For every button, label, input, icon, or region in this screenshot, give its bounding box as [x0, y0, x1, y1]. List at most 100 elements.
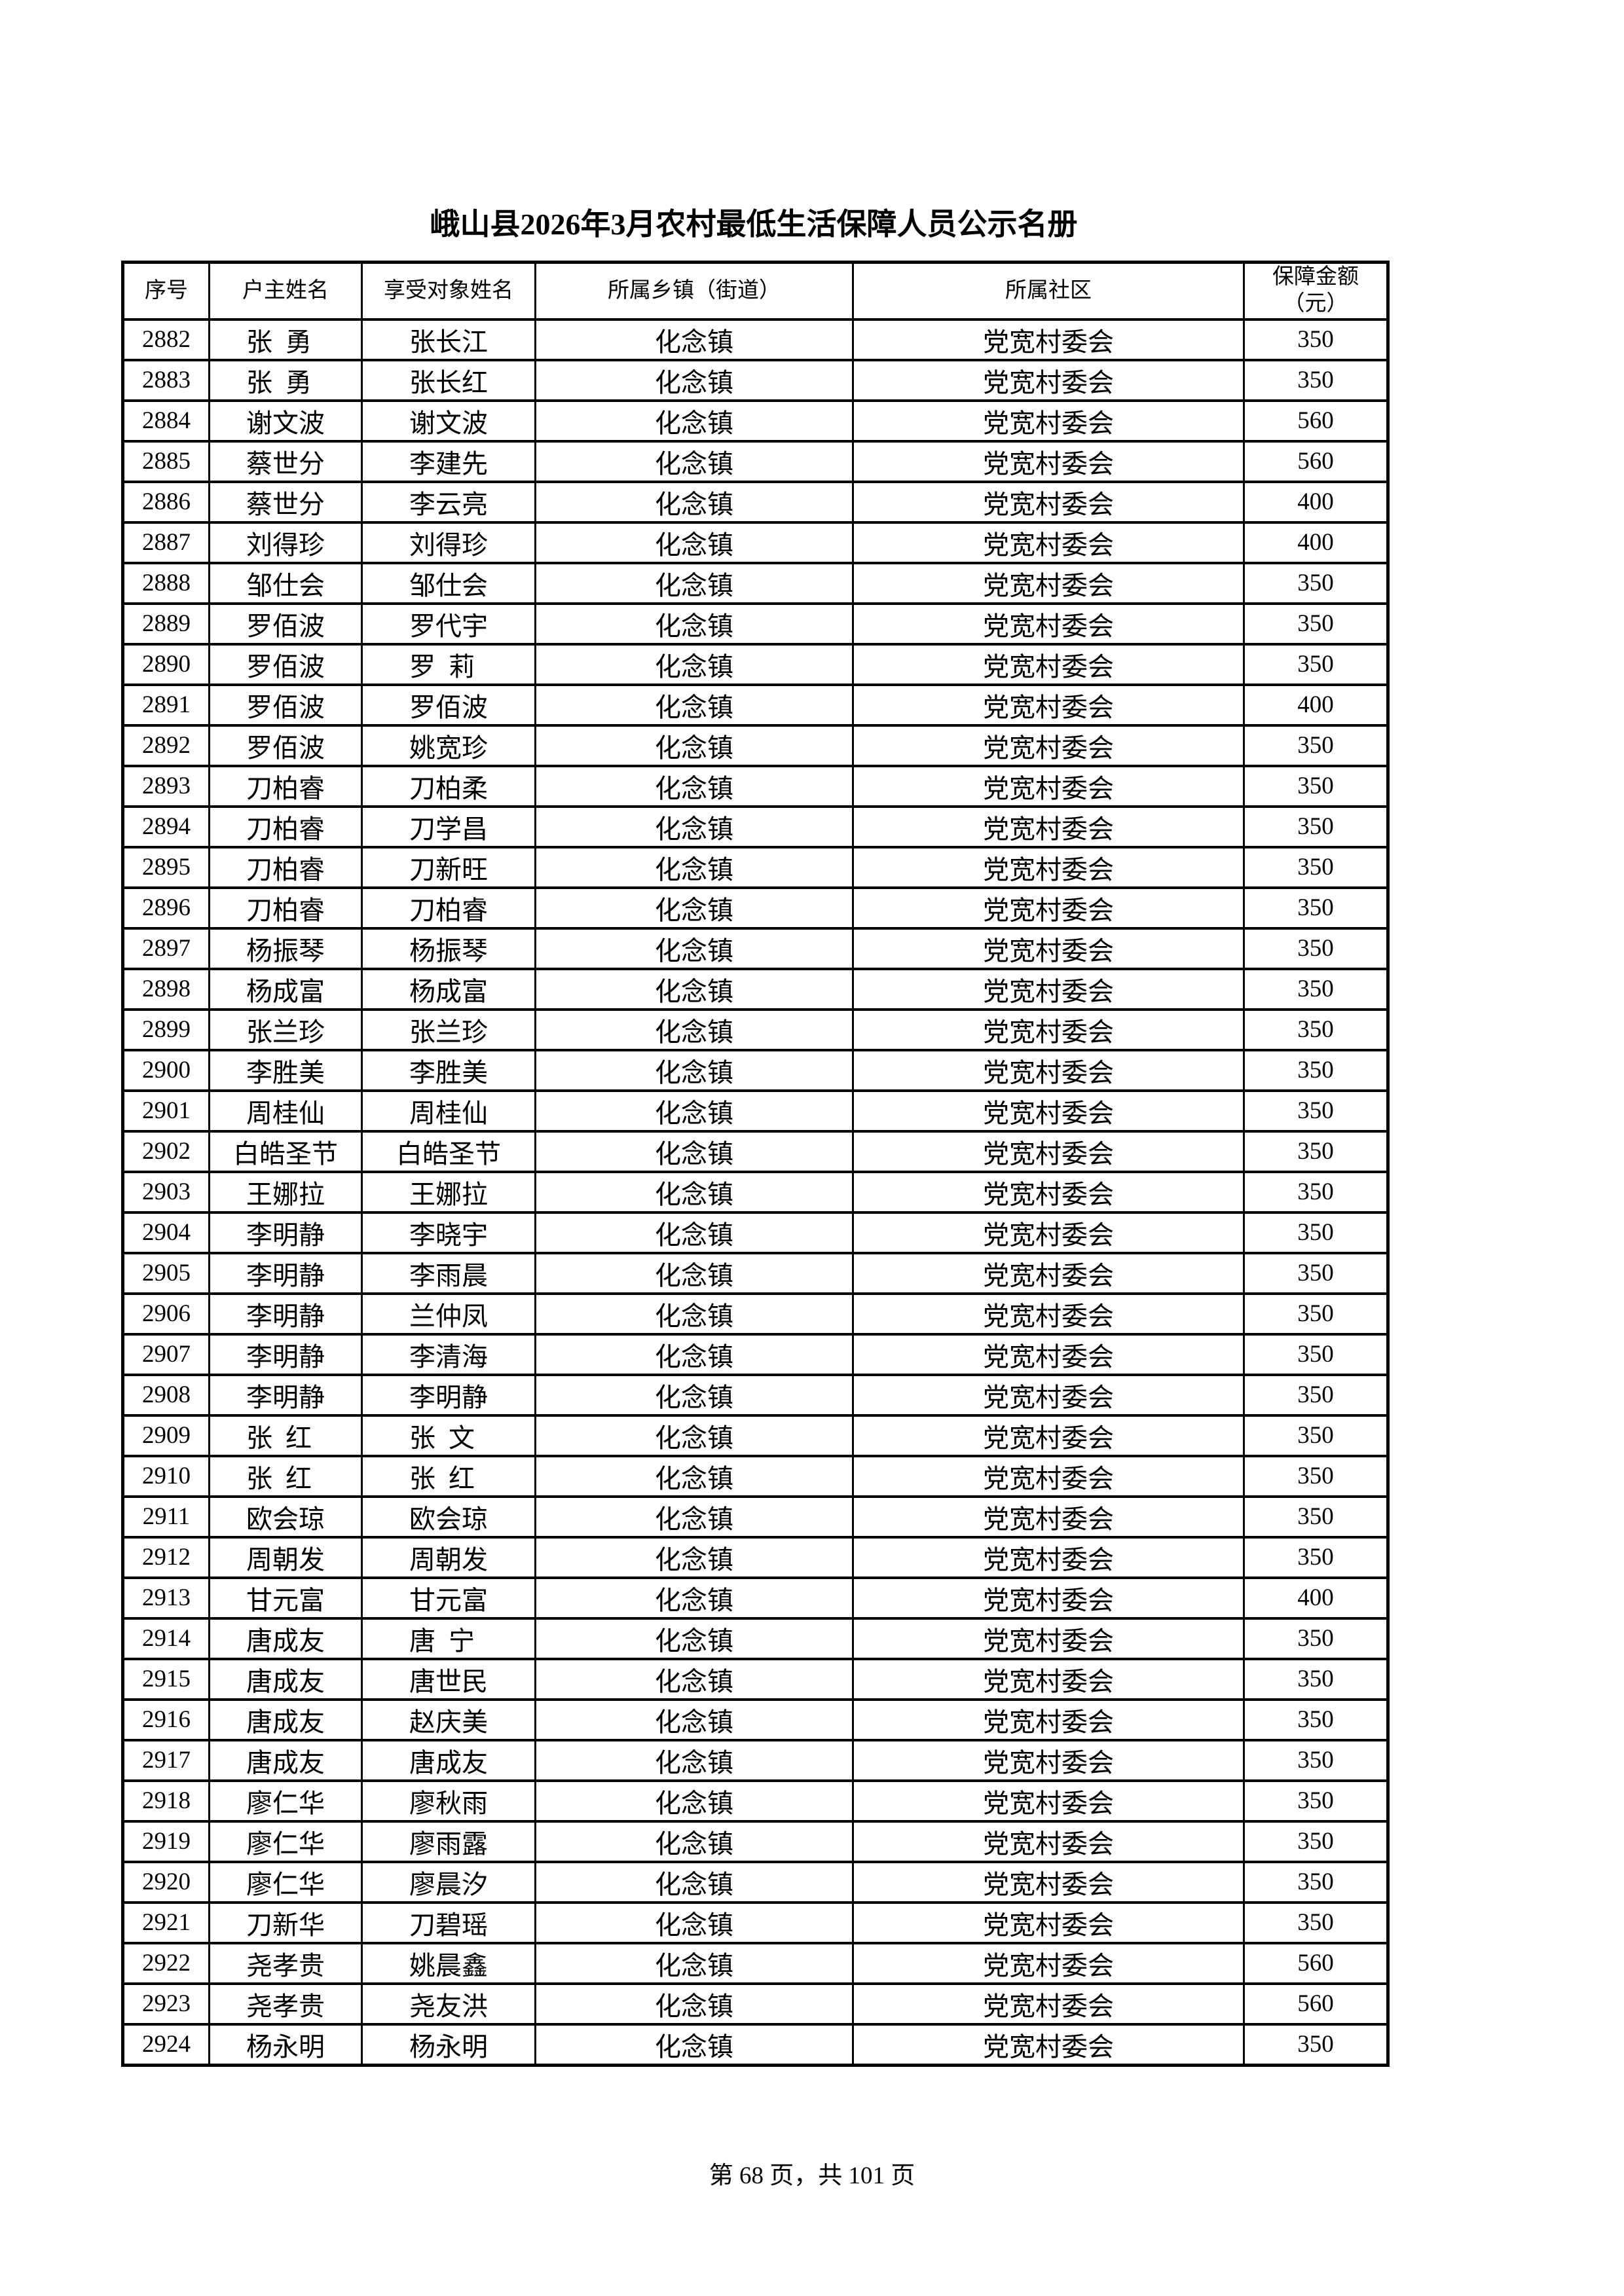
township-cell: 化念镇 [534, 683, 854, 727]
community-cell: 党宽村委会 [852, 764, 1245, 808]
township-cell: 化念镇 [534, 1535, 854, 1579]
serial-cell: 2916 [122, 1698, 210, 1741]
township-cell: 化念镇 [534, 561, 854, 605]
township-cell: 化念镇 [534, 2022, 854, 2066]
township-cell: 化念镇 [534, 1860, 854, 1904]
amount-cell: 400 [1243, 1576, 1389, 1620]
household-head-cell: 刀柏睿 [208, 764, 363, 808]
beneficiary-cell: 欧会琼 [361, 1495, 536, 1539]
table-row: 2924 杨永明 杨永明 化念镇 党宽村委会 350 [122, 2022, 1389, 2066]
amount-cell: 350 [1243, 318, 1389, 361]
household-head-cell: 张兰珍 [208, 1008, 363, 1051]
beneficiary-cell: 唐世民 [361, 1657, 536, 1701]
table-row: 2898 杨成富 杨成富 化念镇 党宽村委会 350 [122, 967, 1389, 1011]
household-head-cell: 杨振琴 [208, 926, 363, 970]
serial-cell: 2900 [122, 1048, 210, 1092]
beneficiary-cell: 尧友洪 [361, 1982, 536, 2026]
township-cell: 化念镇 [534, 439, 854, 483]
serial-cell: 2902 [122, 1129, 210, 1173]
household-head-cell: 欧会琼 [208, 1495, 363, 1539]
serial-cell: 2923 [122, 1982, 210, 2026]
township-cell: 化念镇 [534, 1373, 854, 1417]
beneficiary-cell: 刘得珍 [361, 520, 536, 564]
household-head-cell: 邹仕会 [208, 561, 363, 605]
township-cell: 化念镇 [534, 1616, 854, 1660]
table-row: 2922 尧孝贵 姚晨鑫 化念镇 党宽村委会 560 [122, 1941, 1389, 1985]
serial-cell: 2890 [122, 642, 210, 686]
amount-cell: 350 [1243, 845, 1389, 889]
household-head-cell: 周桂仙 [208, 1089, 363, 1133]
serial-cell: 2897 [122, 926, 210, 970]
township-cell: 化念镇 [534, 1170, 854, 1214]
beneficiary-cell: 张兰珍 [361, 1008, 536, 1051]
amount-cell: 350 [1243, 1089, 1389, 1133]
beneficiary-cell: 李云亮 [361, 480, 536, 524]
serial-cell: 2882 [122, 318, 210, 361]
beneficiary-cell: 李清海 [361, 1332, 536, 1376]
serial-cell: 2915 [122, 1657, 210, 1701]
amount-cell: 350 [1243, 926, 1389, 970]
table-row: 2890 罗佰波 罗莉 化念镇 党宽村委会 350 [122, 642, 1389, 686]
beneficiary-cell: 王娜拉 [361, 1170, 536, 1214]
beneficiary-cell: 刀柏柔 [361, 764, 536, 808]
township-cell: 化念镇 [534, 723, 854, 767]
serial-cell: 2907 [122, 1332, 210, 1376]
township-cell: 化念镇 [534, 1779, 854, 1823]
beneficiary-cell: 刀碧瑶 [361, 1901, 536, 1944]
table-row: 2906 李明静 兰仲凤 化念镇 党宽村委会 350 [122, 1292, 1389, 1336]
community-cell: 党宽村委会 [852, 1901, 1245, 1944]
household-head-cell: 杨成富 [208, 967, 363, 1011]
table-row: 2897 杨振琴 杨振琴 化念镇 党宽村委会 350 [122, 926, 1389, 970]
community-cell: 党宽村委会 [852, 561, 1245, 605]
serial-cell: 2919 [122, 1819, 210, 1863]
amount-cell: 560 [1243, 1941, 1389, 1985]
household-head-cell: 廖仁华 [208, 1860, 363, 1904]
serial-cell: 2893 [122, 764, 210, 808]
beneficiary-cell: 姚晨鑫 [361, 1941, 536, 1985]
serial-cell: 2908 [122, 1373, 210, 1417]
serial-cell: 2906 [122, 1292, 210, 1336]
township-cell: 化念镇 [534, 926, 854, 970]
beneficiary-cell: 赵庆美 [361, 1698, 536, 1741]
township-cell: 化念镇 [534, 886, 854, 930]
community-cell: 党宽村委会 [852, 1129, 1245, 1173]
community-cell: 党宽村委会 [852, 845, 1245, 889]
table-row: 2909 张红 张文 化念镇 党宽村委会 350 [122, 1413, 1389, 1457]
household-head-cell: 刀柏睿 [208, 845, 363, 889]
beneficiary-cell: 李胜美 [361, 1048, 536, 1092]
amount-cell: 350 [1243, 1616, 1389, 1660]
beneficiary-cell: 罗佰波 [361, 683, 536, 727]
header-beneficiary: 享受对象姓名 [361, 261, 536, 321]
community-cell: 党宽村委会 [852, 520, 1245, 564]
table-row: 2916 唐成友 赵庆美 化念镇 党宽村委会 350 [122, 1698, 1389, 1741]
amount-cell: 350 [1243, 1495, 1389, 1539]
header-amount: 保障金额（元） [1243, 261, 1389, 321]
amount-cell: 350 [1243, 1901, 1389, 1944]
household-head-cell: 张红 [208, 1454, 363, 1498]
serial-cell: 2921 [122, 1901, 210, 1944]
township-cell: 化念镇 [534, 1089, 854, 1133]
amount-cell: 350 [1243, 1292, 1389, 1336]
amount-cell: 350 [1243, 1129, 1389, 1173]
community-cell: 党宽村委会 [852, 358, 1245, 402]
amount-cell: 350 [1243, 764, 1389, 808]
beneficiary-cell: 张长江 [361, 318, 536, 361]
serial-cell: 2883 [122, 358, 210, 402]
community-cell: 党宽村委会 [852, 1048, 1245, 1092]
amount-cell: 350 [1243, 1779, 1389, 1823]
community-cell: 党宽村委会 [852, 480, 1245, 524]
township-cell: 化念镇 [534, 1657, 854, 1701]
community-cell: 党宽村委会 [852, 439, 1245, 483]
amount-cell: 560 [1243, 439, 1389, 483]
community-cell: 党宽村委会 [852, 1170, 1245, 1214]
serial-cell: 2896 [122, 886, 210, 930]
table-row: 2921 刀新华 刀碧瑶 化念镇 党宽村委会 350 [122, 1901, 1389, 1944]
header-township: 所属乡镇（街道） [534, 261, 854, 321]
amount-cell: 350 [1243, 1008, 1389, 1051]
amount-cell: 400 [1243, 683, 1389, 727]
table-row: 2908 李明静 李明静 化念镇 党宽村委会 350 [122, 1373, 1389, 1417]
household-head-cell: 甘元富 [208, 1576, 363, 1620]
community-cell: 党宽村委会 [852, 1941, 1245, 1985]
table-row: 2915 唐成友 唐世民 化念镇 党宽村委会 350 [122, 1657, 1389, 1701]
household-head-cell: 罗佰波 [208, 602, 363, 646]
